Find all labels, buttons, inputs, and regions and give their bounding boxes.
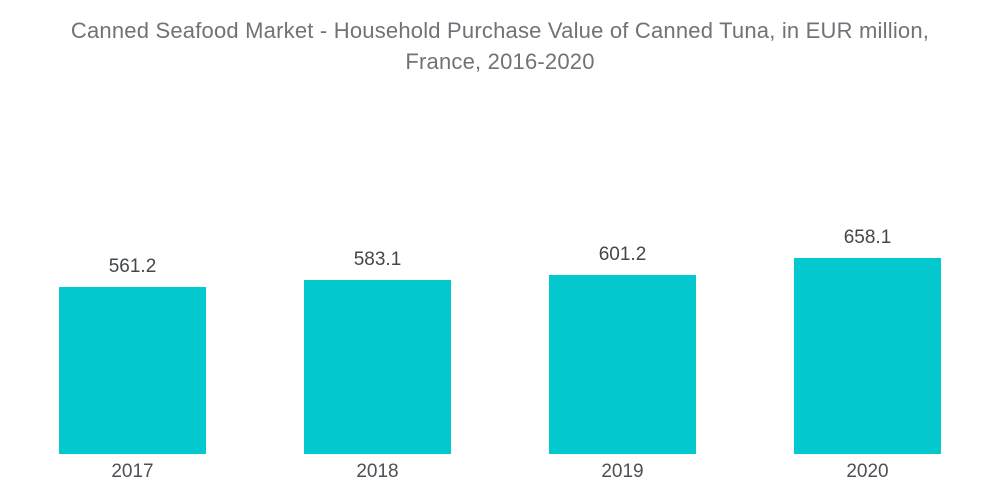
bar-rect (549, 275, 696, 454)
bar-column: 658.1 (794, 227, 941, 454)
bar-rect (59, 287, 206, 454)
bar-value-label: 658.1 (843, 227, 892, 248)
bar-value-label: 601.2 (598, 244, 647, 265)
bar-rect (794, 258, 941, 454)
bar-column: 601.2 (549, 244, 696, 454)
bar-value-label: 583.1 (353, 249, 402, 270)
bar-column: 583.1 (304, 249, 451, 454)
chart-title-line-2: France, 2016-2020 (405, 49, 595, 74)
chart-title: Canned Seafood Market - Household Purcha… (0, 0, 1000, 77)
x-axis-label: 2018 (356, 461, 399, 482)
bars-row: 561.2 583.1 601.2 658.1 (0, 218, 1000, 454)
chart-title-line-1: Canned Seafood Market - Household Purcha… (70, 18, 930, 43)
x-axis-label: 2020 (846, 461, 889, 482)
x-axis-label: 2019 (601, 461, 644, 482)
bar-value-label: 561.2 (108, 256, 157, 277)
x-axis-label: 2017 (111, 461, 154, 482)
bar-column: 561.2 (59, 256, 206, 454)
x-axis-row: 2017 2018 2019 2020 (0, 461, 1000, 483)
bar-rect (304, 280, 451, 454)
